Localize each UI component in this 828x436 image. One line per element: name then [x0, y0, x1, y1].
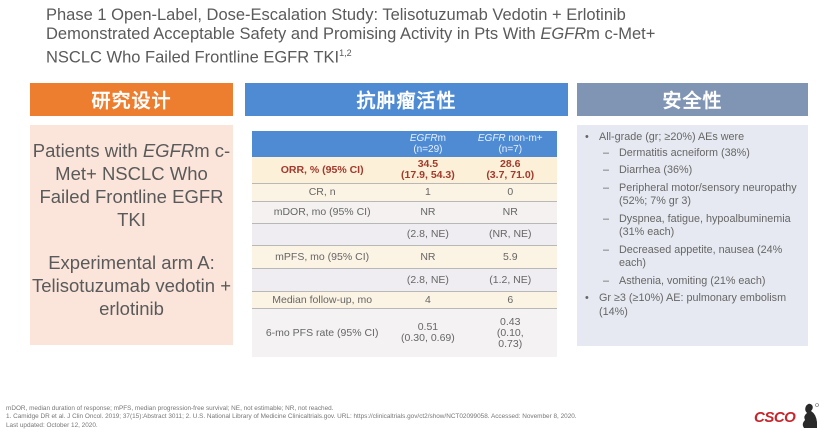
- header-egfrm: EGFRm (n=29): [392, 131, 464, 157]
- ci: (0.30, 0.69): [401, 332, 455, 344]
- table-row: (2.8, NE) (NR, NE): [252, 223, 557, 246]
- safety-box: All-grade (gr; ≥20%) AEs were Dermatitis…: [577, 125, 808, 346]
- list-item: Decreased appetite, nausea (24% each): [585, 244, 802, 271]
- ci: (0.10,: [496, 326, 524, 339]
- header-blank: [252, 131, 393, 157]
- logo-text: CSCO: [754, 409, 796, 426]
- title-text: m c-Met+: [586, 25, 656, 43]
- title-text: NSCLC Who Failed Frontline EGFR TKI: [46, 48, 340, 67]
- text-italic: EGFR: [142, 140, 195, 161]
- list-item: Asthenia, vomiting (21% each): [585, 275, 802, 289]
- cell: 0: [463, 183, 557, 202]
- value: 0.43: [500, 315, 521, 328]
- cell: 5.9: [463, 245, 557, 269]
- value: 0.51: [417, 321, 439, 333]
- cell: 6: [463, 291, 557, 309]
- efficacy-table: EGFRm (n=29) EGFR non-m+ (n=7) ORR, % (9…: [252, 131, 557, 357]
- row-label: ORR, % (95% CI): [252, 157, 393, 184]
- table-row: mPFS, mo (95% CI) NR 5.9: [252, 245, 557, 269]
- study-design-box: Patients with EGFRm c-Met+ NSCLC Who Fai…: [30, 125, 233, 345]
- value: 34.5: [417, 158, 439, 170]
- table-row: CR, n 1 0: [252, 183, 557, 202]
- cell: (2.8, NE): [392, 223, 464, 246]
- safety-header: 安全性: [577, 83, 808, 116]
- ci: (3.7, 71.0): [486, 169, 535, 181]
- reference-superscript: 1,2: [339, 48, 352, 58]
- title-italic: EGFR: [540, 25, 587, 43]
- row-label: mPFS, mo (95% CI): [252, 245, 393, 269]
- table-header-row: EGFRm (n=29) EGFR non-m+ (n=7): [252, 131, 557, 157]
- list-item: Diarrhea (36%): [585, 164, 802, 178]
- cell: 0.43 (0.10, 0.73): [463, 308, 557, 357]
- last-updated: Last updated: October 12, 2020.: [6, 421, 98, 429]
- cell: NR: [463, 201, 557, 224]
- table-row: (2.8, NE) (1.2, NE): [252, 268, 557, 292]
- table-row: mDOR, mo (95% CI) NR NR: [252, 201, 557, 224]
- list-item: Peripheral motor/sensory neuropathy (52%…: [585, 182, 802, 209]
- text-italic: EGFR: [409, 133, 438, 144]
- cell: 34.5 (17.9, 54.3): [392, 157, 464, 184]
- list-item: All-grade (gr; ≥20%) AEs were: [585, 131, 802, 145]
- ci: 0.73): [498, 337, 523, 350]
- patient-population: Patients with EGFRm c-Met+ NSCLC Who Fai…: [30, 139, 233, 231]
- cell: 4: [392, 291, 464, 309]
- text: Patients with: [32, 140, 143, 161]
- cell: (1.2, NE): [463, 268, 557, 292]
- row-label: 6-mo PFS rate (95% CI): [252, 308, 393, 357]
- cell: 28.6 (3.7, 71.0): [463, 157, 557, 184]
- cell: 1: [392, 183, 464, 202]
- abbreviations: mDOR, median duration of response; mPFS,…: [6, 405, 334, 412]
- title-line-2: Demonstrated Acceptable Safety and Promi…: [46, 25, 666, 44]
- row-label: [252, 268, 393, 292]
- cell: 0.51 (0.30, 0.69): [392, 308, 464, 357]
- cell: NR: [392, 245, 464, 269]
- table-row: 6-mo PFS rate (95% CI) 0.51 (0.30, 0.69) …: [252, 308, 557, 357]
- title-line-3: NSCLC Who Failed Frontline EGFR TKI1,2: [46, 44, 666, 68]
- safety-list: All-grade (gr; ≥20%) AEs were Dermatitis…: [585, 131, 802, 319]
- study-design-header: 研究设计: [30, 83, 233, 116]
- value: 28.6: [500, 158, 521, 170]
- text-italic: EGFR: [477, 133, 506, 144]
- list-item: Dermatitis acneiform (38%): [585, 147, 802, 161]
- logo-figure-icon: [802, 403, 819, 428]
- row-label: [252, 223, 393, 246]
- experimental-arm: Experimental arm A: Telisotuzumab vedoti…: [32, 252, 231, 319]
- table-row: ORR, % (95% CI) 34.5 (17.9, 54.3) 28.6 (3.…: [252, 157, 557, 184]
- title-text: Demonstrated Acceptable Safety and Promi…: [46, 25, 541, 43]
- antitumor-activity-header: 抗肿瘤活性: [245, 83, 568, 116]
- header-egfr-non-m: EGFR non-m+ (n=7): [463, 131, 557, 157]
- cell: (NR, NE): [463, 223, 557, 246]
- row-label: CR, n: [252, 183, 393, 202]
- title-line-1: Phase 1 Open-Label, Dose-Escalation Stud…: [46, 6, 626, 24]
- cell: NR: [392, 201, 464, 224]
- csco-logo: CSCO: [752, 400, 822, 430]
- text: non-m+ (n=7): [498, 133, 543, 155]
- table-row: Median follow-up, mo 4 6: [252, 291, 557, 309]
- slide-title: Phase 1 Open-Label, Dose-Escalation Stud…: [46, 6, 666, 68]
- references: 1. Camidge DR et al. J Clin Oncol. 2019;…: [6, 413, 577, 421]
- cell: (2.8, NE): [392, 268, 464, 292]
- text: m (n=29): [413, 133, 446, 155]
- row-label: Median follow-up, mo: [252, 291, 393, 309]
- text: m c-Met+ NSCLC Who Failed Frontline EGFR…: [39, 140, 231, 230]
- footnotes: mDOR, median duration of response; mPFS,…: [6, 405, 746, 430]
- list-item: Gr ≥3 (≥10%) AE: pulmonary embolism (14%…: [585, 292, 802, 319]
- ci: (17.9, 54.3): [401, 169, 455, 181]
- list-item: Dyspnea, fatigue, hypoalbuminemia (31% e…: [585, 213, 802, 240]
- row-label: mDOR, mo (95% CI): [252, 201, 393, 224]
